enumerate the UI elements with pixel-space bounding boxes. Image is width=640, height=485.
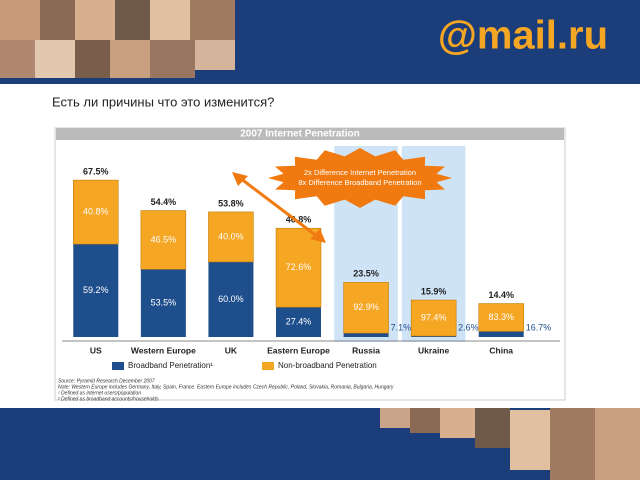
segment-label: 83.3% [488, 312, 514, 322]
bar-segment [73, 244, 119, 337]
x-tick-label: Russia [352, 345, 380, 355]
arrow-head [232, 172, 248, 186]
bar-segment [411, 336, 457, 337]
x-tick-label: Ukraine [418, 345, 449, 355]
segment-label: 53.5% [151, 298, 177, 308]
segment-label: 40.8% [83, 206, 109, 216]
x-tick-label: China [489, 345, 513, 355]
bar-segment [275, 227, 322, 308]
annotation: 8x Difference Broadband Penetration [298, 178, 421, 187]
segment-label: 59.2% [83, 285, 109, 295]
total-label: 15.9% [421, 286, 447, 296]
note: Note: Western Europe includes Germany, I… [58, 384, 394, 390]
note: ¹ Defined as internet users/population [58, 390, 141, 396]
segment-label: 7.1% [391, 322, 412, 332]
x-tick-label: UK [225, 345, 238, 355]
note: ² Defined as broadband accounts/househol… [58, 396, 159, 402]
bar-segment [478, 331, 524, 337]
segment-label: 97.4% [421, 312, 447, 322]
annotation: 2x Difference Internet Penetration [304, 168, 416, 177]
note: Source: Pyramid Research December 2007 [58, 378, 155, 384]
legend-swatch [112, 362, 124, 370]
x-tick-label: US [90, 345, 102, 355]
bar-segment [208, 211, 254, 263]
segment-label: 2.6% [458, 322, 479, 332]
total-label: 67.5% [83, 166, 109, 176]
segment-label: 27.4% [286, 316, 312, 326]
x-tick-label: Western Europe [131, 345, 196, 355]
title-strip [56, 128, 564, 140]
segment-label: 16.7% [526, 322, 552, 332]
legend-label: Broadband Penetration¹ [128, 361, 213, 370]
total-label: 54.4% [151, 197, 177, 207]
total-label: 53.8% [218, 198, 244, 208]
legend-label: Non-broadband Penetration [278, 361, 377, 370]
arrow-head [310, 229, 326, 243]
segment-label: 60.0% [218, 294, 244, 304]
bar-segment [276, 307, 321, 337]
segment-label: 72.6% [286, 262, 312, 272]
segment-label: 92.9% [353, 302, 379, 312]
photo-collage [0, 0, 235, 78]
total-label: 14.4% [488, 290, 514, 300]
starburst [268, 148, 452, 208]
bar-segment [140, 269, 186, 337]
bar-segment [343, 282, 389, 334]
arrow-shaft [239, 176, 319, 239]
bar-segment [478, 303, 524, 332]
legend-swatch [262, 362, 274, 370]
logo: @mail.ru [438, 14, 608, 58]
segment-label: 46.5% [151, 234, 177, 244]
bar-segment [140, 210, 187, 270]
total-label: 46.8% [286, 215, 312, 225]
chart-title: 2007 Internet Penetration [240, 129, 359, 140]
slide-heading: Есть ли причины что это изменится? [52, 94, 274, 109]
bar-segment [410, 299, 457, 337]
bar-segment [343, 333, 389, 337]
bar-segment [73, 179, 119, 245]
segment-label: 40.0% [218, 231, 244, 241]
footer-photos [380, 408, 640, 480]
bar-segment [208, 261, 254, 337]
total-label: 23.5% [353, 269, 379, 279]
x-tick-label: Eastern Europe [267, 345, 330, 355]
